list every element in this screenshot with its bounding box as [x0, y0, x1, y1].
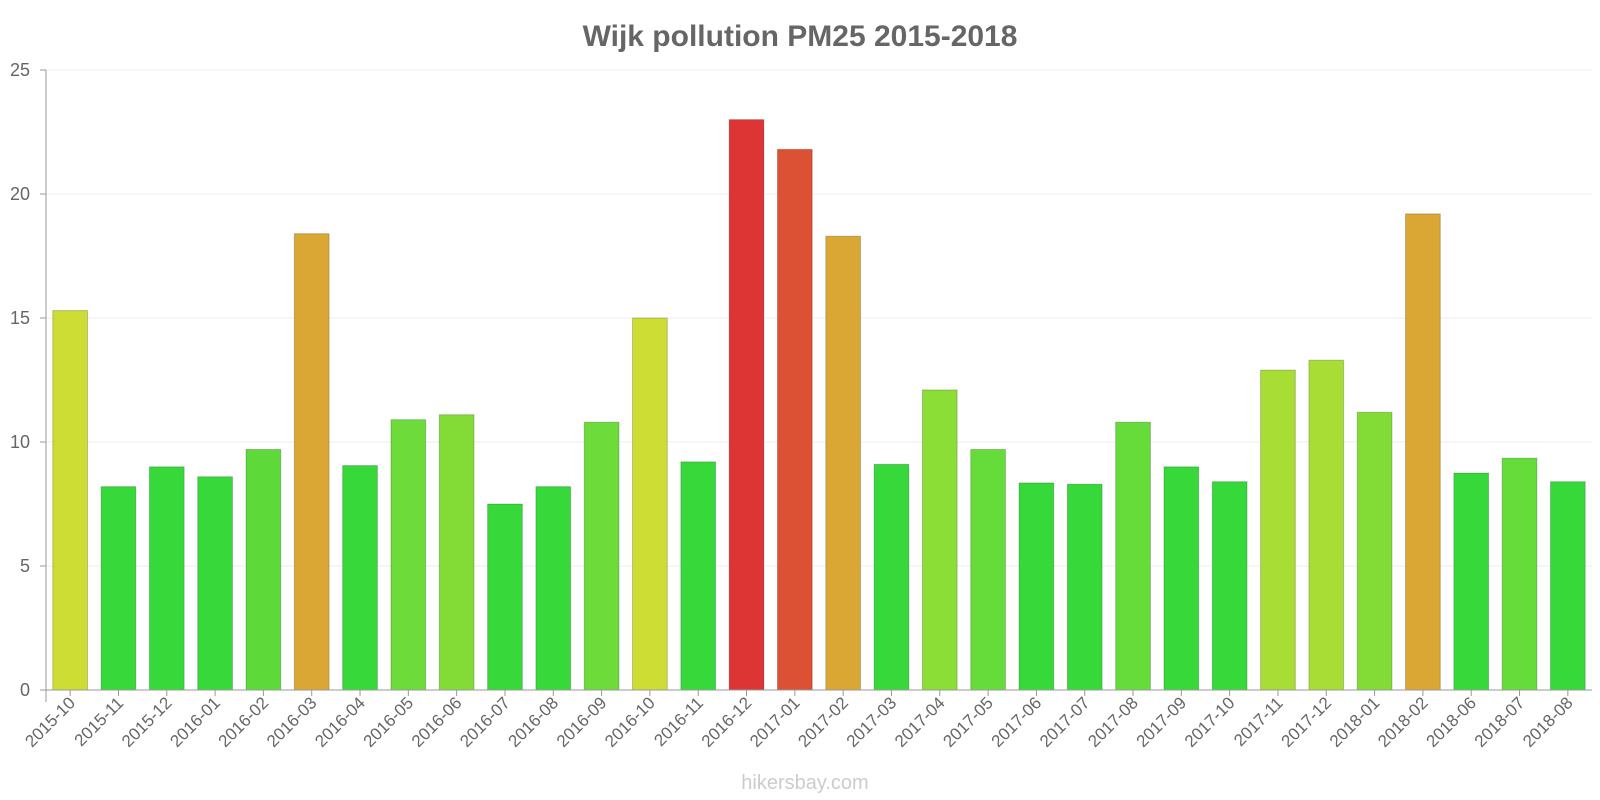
bar-2018-02[interactable] — [1405, 213, 1441, 691]
x-tick-label: 2016-05 — [360, 693, 418, 751]
x-tick-label: 2017-11 — [1230, 693, 1287, 750]
x-tick-label: 2018-07 — [1471, 693, 1529, 751]
bar-2018-07[interactable] — [1501, 457, 1538, 691]
chart-title: Wijk pollution PM25 2015-2018 — [583, 20, 1018, 53]
bar-2018-08[interactable] — [1549, 481, 1586, 691]
x-tick-label: 2017-12 — [1278, 693, 1336, 751]
bar-2017-07[interactable] — [1066, 483, 1103, 691]
x-tick-label: 2016-11 — [650, 693, 707, 750]
bar-2017-10[interactable] — [1211, 481, 1248, 691]
x-tick-label: 2017-09 — [1133, 693, 1191, 751]
bar-2017-02[interactable] — [825, 235, 862, 691]
y-tick-label: 5 — [20, 556, 30, 576]
bar-2016-10[interactable] — [632, 317, 668, 691]
x-tick-label: 2017-10 — [1181, 693, 1239, 751]
x-tick-label: 2018-01 — [1326, 693, 1384, 751]
y-tick-label: 25 — [10, 60, 30, 80]
axes — [40, 69, 1592, 702]
x-tick-label: 2017-02 — [794, 693, 852, 751]
x-tick-label: 2017-04 — [891, 693, 949, 751]
x-tick-label: 2015-10 — [21, 693, 79, 751]
x-tick-label: 2016-03 — [263, 693, 321, 751]
bar-2016-09[interactable] — [583, 421, 620, 691]
x-tick-label: 2018-02 — [1374, 693, 1432, 751]
x-tick-label: 2015-11 — [71, 693, 128, 750]
bar-2017-04[interactable] — [921, 389, 958, 691]
x-tick-label: 2017-07 — [1036, 693, 1094, 751]
x-tick-label: 2016-06 — [408, 693, 466, 751]
bar-2017-06[interactable] — [1018, 482, 1055, 691]
x-tick-label: 2016-08 — [505, 693, 563, 751]
x-tick-label: 2017-08 — [1084, 693, 1142, 751]
bar-2017-08[interactable] — [1115, 421, 1151, 691]
y-tick-label: 10 — [10, 432, 30, 452]
x-tick-label: 2016-07 — [456, 693, 514, 751]
x-tick-label: 2016-09 — [553, 693, 611, 751]
x-axis-ticks: 2015-102015-112015-122016-012016-022016-… — [21, 693, 1576, 751]
y-tick-label: 20 — [10, 184, 30, 204]
bar-2015-11[interactable] — [100, 486, 137, 691]
bar-2016-08[interactable] — [535, 486, 572, 691]
bar-2015-12[interactable] — [148, 466, 185, 691]
bar-2018-01[interactable] — [1356, 411, 1393, 691]
bar-2016-12[interactable] — [728, 119, 765, 691]
watermark: hikersbay.com — [741, 772, 868, 794]
bar-2016-06[interactable] — [438, 414, 475, 691]
x-tick-label: 2018-06 — [1422, 693, 1480, 751]
x-tick-label: 2016-04 — [311, 693, 369, 751]
bar-2017-12[interactable] — [1308, 359, 1345, 691]
x-tick-label: 2016-01 — [166, 693, 224, 751]
bar-2016-04[interactable] — [342, 465, 378, 691]
x-tick-label: 2016-02 — [215, 693, 273, 751]
bar-2016-11[interactable] — [680, 461, 717, 691]
x-tick-label: 2017-03 — [843, 693, 901, 751]
bar-2017-11[interactable] — [1260, 369, 1296, 691]
y-tick-label: 0 — [20, 680, 30, 700]
bar-2016-02[interactable] — [245, 448, 282, 691]
bar-2018-06[interactable] — [1453, 472, 1490, 691]
bar-2016-07[interactable] — [487, 503, 523, 691]
x-tick-label: 2018-08 — [1519, 693, 1577, 751]
x-tick-label: 2016-12 — [698, 693, 756, 751]
x-tick-label: 2015-12 — [118, 693, 176, 751]
x-tick-label: 2017-06 — [988, 693, 1046, 751]
bar-2016-01[interactable] — [197, 476, 233, 691]
bar-2017-09[interactable] — [1163, 466, 1200, 691]
bar-2016-05[interactable] — [390, 419, 427, 691]
x-tick-label: 2016-10 — [601, 693, 659, 751]
bar-2017-01[interactable] — [776, 148, 813, 691]
x-tick-label: 2017-01 — [746, 693, 804, 751]
bars — [52, 119, 1586, 691]
y-tick-label: 15 — [10, 308, 30, 328]
bar-2017-03[interactable] — [873, 463, 910, 691]
bar-2017-05[interactable] — [970, 448, 1006, 691]
x-tick-label: 2017-05 — [939, 693, 997, 751]
bar-2015-10[interactable] — [52, 310, 89, 691]
y-axis-ticks: 0 5 10 15 20 25 — [10, 60, 30, 700]
bar-2016-03[interactable] — [293, 233, 330, 691]
